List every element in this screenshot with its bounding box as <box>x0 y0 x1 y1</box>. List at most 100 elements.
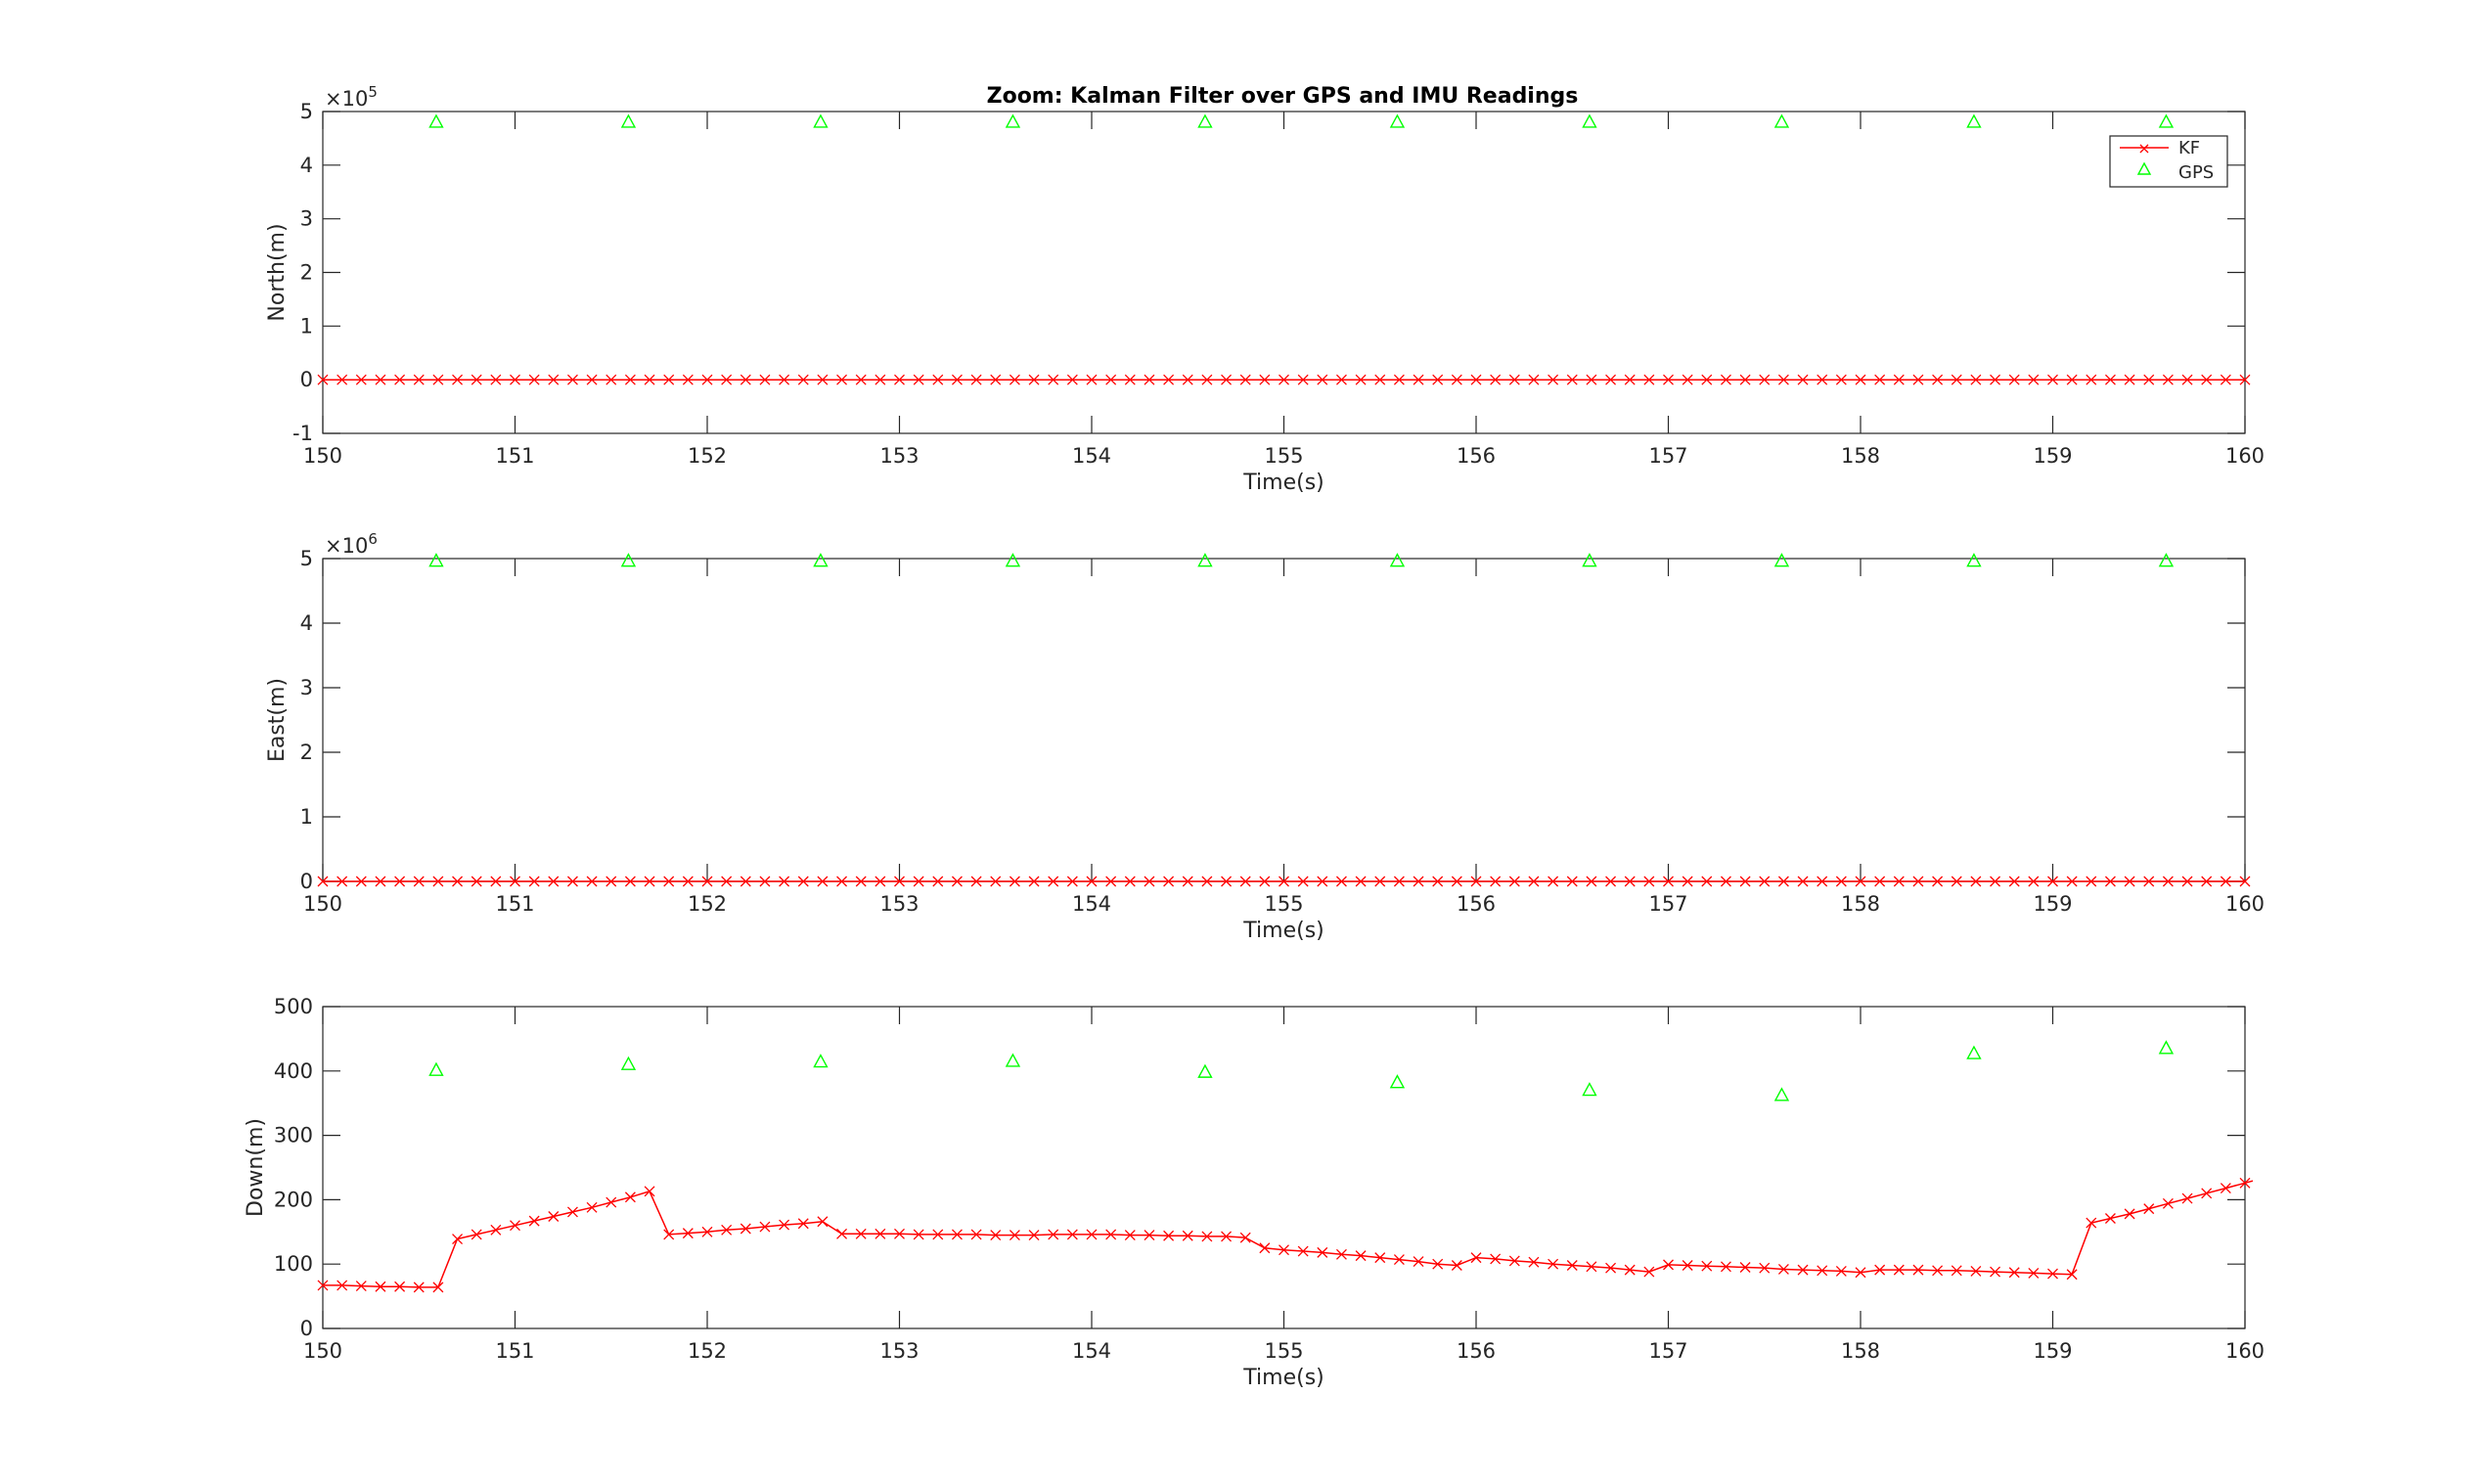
kf-point <box>1124 374 1136 385</box>
kf-point <box>394 1281 406 1292</box>
kf-point <box>1932 876 1944 887</box>
x-tick-label: 156 <box>1457 444 1496 468</box>
kf-point <box>1797 374 1809 385</box>
gps-point <box>1197 1063 1213 1078</box>
kf-point <box>2201 374 2213 385</box>
x-tick-label: 151 <box>495 892 534 916</box>
kf-point <box>394 374 406 385</box>
kf-point <box>1201 1231 1213 1242</box>
x-tick-label: 150 <box>303 444 342 468</box>
kf-point <box>2066 374 2078 385</box>
kf-point <box>1009 876 1020 887</box>
kf-point <box>932 374 944 385</box>
kf-point <box>721 374 733 385</box>
kf-point <box>1624 876 1636 887</box>
y-tick-label: 2 <box>300 741 313 764</box>
gps-point <box>1389 1074 1406 1089</box>
kf-point <box>875 876 886 887</box>
kf-point <box>1990 876 2001 887</box>
kf-point <box>586 876 598 887</box>
kf-point <box>2028 374 2040 385</box>
x-tick-label: 160 <box>2225 1339 2265 1363</box>
x-tick-label: 159 <box>2033 1339 2072 1363</box>
subplot-east: 150 151 152 153 154 155 156 157 158 159 160 0 1 2 3 4 5 ×… <box>265 530 2265 943</box>
kf-point <box>1508 1255 1520 1267</box>
y-tick-label: 4 <box>300 154 313 177</box>
kf-point <box>1586 876 1597 887</box>
kf-point <box>2104 374 2116 385</box>
kf-point <box>1586 1261 1597 1273</box>
y-tick-label: 0 <box>300 870 313 893</box>
kf-point <box>1566 374 1578 385</box>
subplot-down: 150 151 152 153 154 155 156 157 158 159 160 0 100 200… <box>244 995 2265 1390</box>
kf-point <box>528 374 540 385</box>
kf-point <box>1605 374 1617 385</box>
kf-point <box>1124 876 1136 887</box>
kf-point <box>1413 1256 1424 1268</box>
kf-point <box>855 876 867 887</box>
x-tick-label: 153 <box>879 1339 919 1363</box>
kf-point <box>836 876 848 887</box>
y-axis-label: North(m) <box>265 223 290 321</box>
kf-point <box>624 1192 636 1203</box>
kf-point <box>951 374 963 385</box>
kf-point <box>1086 1229 1098 1240</box>
kf-point <box>1451 1260 1462 1271</box>
kf-point <box>701 876 713 887</box>
kf-point <box>624 876 636 887</box>
kf-point <box>1643 876 1655 887</box>
kf-point <box>1739 876 1751 887</box>
kf-point <box>894 876 905 887</box>
kf-point <box>1990 374 2001 385</box>
kf-point <box>375 374 386 385</box>
kf-point <box>413 876 425 887</box>
kf-point <box>566 876 578 887</box>
kf-point <box>759 374 771 385</box>
x-tick-label: 153 <box>879 892 919 916</box>
kf-point <box>779 1219 790 1231</box>
kf-point <box>1413 374 1424 385</box>
kf-point <box>932 1229 944 1240</box>
gps-point <box>1773 553 1790 567</box>
kf-point <box>990 1230 1002 1241</box>
gps-point <box>1773 1087 1790 1102</box>
x-tick-label: 154 <box>1072 444 1111 468</box>
kf-point <box>1777 1264 1789 1275</box>
kf-point <box>797 1218 809 1230</box>
gps-point <box>813 1054 829 1068</box>
kf-point <box>1066 876 1078 887</box>
y-tick-label: 4 <box>300 611 313 635</box>
kf-point <box>510 876 520 887</box>
kf-point <box>2143 1203 2155 1215</box>
kf-point <box>2220 1183 2231 1194</box>
kf-point <box>1777 374 1789 385</box>
legend-gps-marker <box>2136 161 2152 175</box>
kf-point <box>1739 1262 1751 1273</box>
kf-point <box>1432 876 1444 887</box>
kf-point <box>1970 374 1982 385</box>
kf-point <box>1508 374 1520 385</box>
kf-point <box>1297 876 1309 887</box>
kf-point <box>452 374 464 385</box>
kf-point <box>1739 374 1751 385</box>
kf-point <box>2066 1269 2078 1281</box>
kf-point <box>2181 876 2193 887</box>
kf-point <box>375 1281 386 1292</box>
kf-point <box>1259 876 1271 887</box>
kf-point <box>721 876 733 887</box>
gps-point <box>2158 1040 2175 1055</box>
kf-point <box>1508 876 1520 887</box>
kf-point <box>1259 374 1271 385</box>
kf-point <box>1548 1258 1559 1270</box>
kf-point <box>2220 876 2231 887</box>
kf-point <box>913 1229 924 1240</box>
kf-point <box>913 374 924 385</box>
kf-point <box>548 374 560 385</box>
kf-point <box>1605 876 1617 887</box>
kf-point <box>1432 374 1444 385</box>
kf-point <box>355 876 367 887</box>
gps-point <box>813 113 829 128</box>
kf-point <box>2028 876 2040 887</box>
kf-point <box>2008 374 2020 385</box>
